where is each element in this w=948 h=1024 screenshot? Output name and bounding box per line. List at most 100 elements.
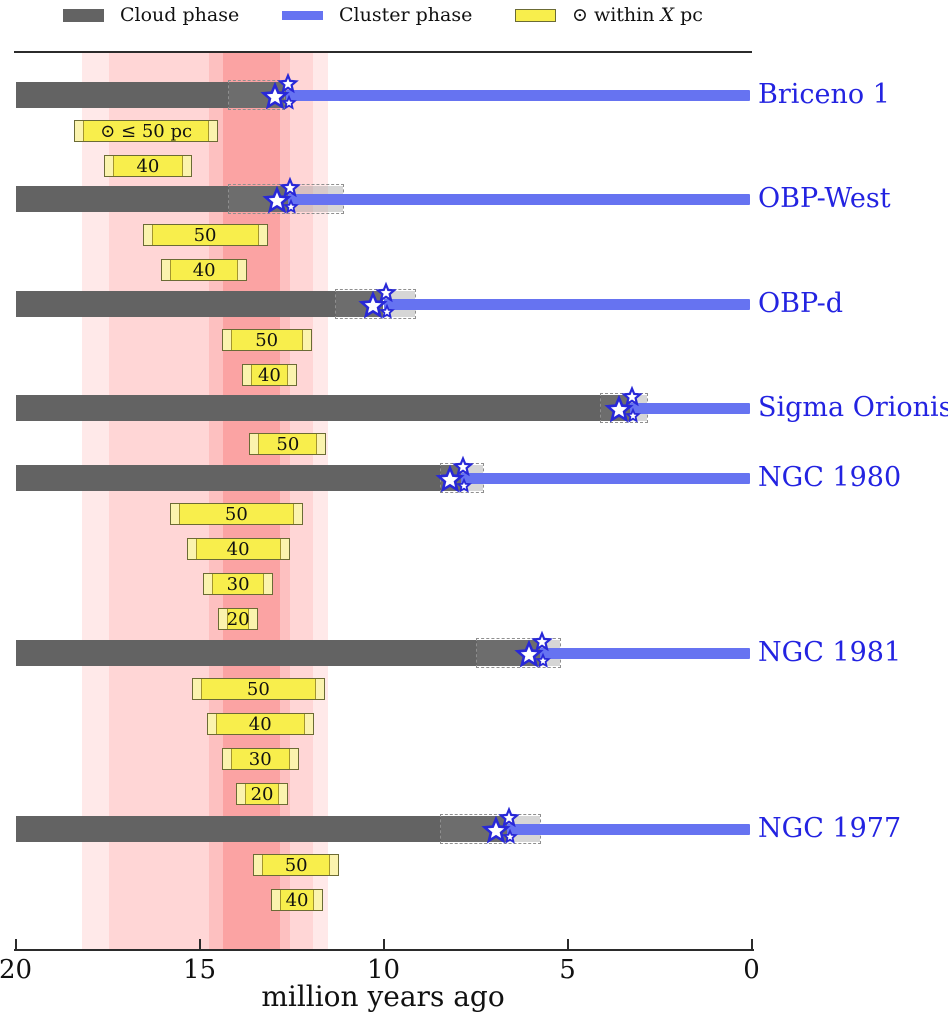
sun-range-bar-body [201,679,316,699]
legend-sun-label-pre: ⊙ within [572,4,661,26]
legend-sun-label-x: X [660,4,675,26]
cluster-bar [460,472,750,484]
axis-tick-label: 10 [366,955,401,985]
sun-range-label: 20 [226,609,250,630]
sun-range-bar-body [195,539,281,559]
cluster-bar [286,89,750,101]
sun-range-label: 20 [250,784,274,805]
axis-tick [750,939,753,949]
axis-tick-label: 20 [0,955,33,985]
sun-range-bar-body [250,365,288,385]
sun-range-label: 50 [224,504,248,525]
cloud-bar [15,82,229,108]
sun-range-label: 50 [255,330,279,351]
sun-range-bar-body [226,609,250,629]
sun-range-label: 50 [246,679,270,700]
cluster-label: OBP-d [758,288,844,319]
sun-range-bar-body [215,714,305,734]
cloud-bar [15,816,441,842]
sun-range-label: 30 [248,749,272,770]
sun-range-bar: 40 [160,259,248,281]
cluster-bar [506,823,750,835]
cluster-label: OBP-West [758,183,891,214]
sun-range-bar-body [230,330,303,350]
sun-range-bar: 20 [217,608,259,630]
sun-range-label: 50 [276,434,300,455]
sun-range-bar: 50 [192,678,325,700]
legend-sun-label: ⊙ within X pc [572,4,703,26]
x-axis-title: million years ago [261,980,505,1013]
axis-tick [14,939,17,949]
sun-range-bar: 20 [236,783,288,805]
sun-range-bar-body [169,260,239,280]
cluster-stars-icon [262,176,301,214]
sun-range-label: 40 [257,365,281,386]
cluster-stars-icon [357,281,397,319]
sun-range-label: 40 [248,714,272,735]
cluster-label: NGC 1980 [758,462,902,493]
cloud-bar [15,465,441,491]
sun-range-bar: ⊙ ≤ 50 pc [74,120,218,142]
sun-range-label: 40 [192,260,216,281]
sun-range-bar: 50 [142,224,268,246]
cluster-stars-icon [604,385,643,423]
sun-range-label: 40 [136,156,160,177]
cluster-stars-icon [514,630,553,668]
cluster-bar [539,647,750,659]
axis-tick [382,939,385,949]
cluster-bar [630,402,750,414]
cluster-label: Briceno 1 [758,79,890,110]
top-axis-line [14,51,752,53]
axis-tick-label: 5 [559,955,576,985]
cluster-label: Sigma Orionis [758,392,948,423]
cluster-bar [287,193,750,205]
legend-cloud-label: Cloud phase [120,4,240,26]
cluster-phase-swatch-icon [282,11,323,20]
sun-range-bar: 40 [241,364,297,386]
sun-range-label: 50 [193,225,217,246]
cloud-bar [15,291,336,317]
axis-tick [198,939,201,949]
sun-range-bar: 40 [186,538,290,560]
sun-range-bar: 40 [271,889,323,911]
cluster-bar [383,298,750,310]
sun-range-bar-body [280,890,314,910]
sun-range-bar-body [179,504,294,524]
sun-within-swatch-icon [515,9,556,22]
sun-range-label: 30 [226,574,250,595]
sun-range-bar-body [261,855,331,875]
sun-range-bar: 50 [252,854,340,876]
legend-cluster-label: Cluster phase [339,4,473,26]
sun-range-bar-body [83,121,209,141]
sun-range-label: 40 [285,890,309,911]
sun-range-bar: 50 [249,433,327,455]
sun-range-bar: 40 [103,155,193,177]
sun-range-label: ⊙ ≤ 50 pc [100,121,193,142]
cloud-bar [15,640,478,666]
legend-sun-label-post: pc [674,4,703,26]
sun-range-bar: 30 [203,573,274,595]
sun-range-bar: 30 [221,748,299,770]
x-axis-line [14,949,754,951]
sun-range-bar-body [112,156,184,176]
sun-range-bar: 50 [221,329,312,351]
sun-range-label: 50 [284,855,308,876]
cluster-label: NGC 1981 [758,637,902,668]
sun-range-bar-body [245,784,279,804]
sun-range-bar-body [258,434,318,454]
cloud-bar [15,186,229,212]
axis-tick-label: 15 [182,955,217,985]
cluster-stars-icon [481,806,520,844]
sun-range-bar-body [230,749,290,769]
sun-range-label: 40 [226,539,250,560]
cloud-bar [15,395,601,421]
sun-range-bar-body [151,225,259,245]
sun-range-bar: 50 [170,503,303,525]
sun-range-bar-body [212,574,265,594]
cluster-stars-icon [260,72,299,110]
cluster-label: NGC 1977 [758,813,902,844]
axis-tick-label: 0 [743,955,760,985]
axis-tick [566,939,569,949]
